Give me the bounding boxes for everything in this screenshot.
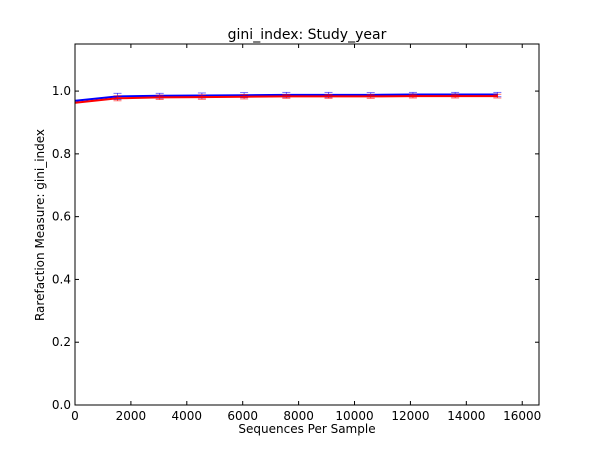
y-axis: 0.0 0.2 0.4 0.6 0.8 1.0 [52, 84, 539, 412]
x-tick-label: 16000 [503, 409, 541, 423]
y-tick-label: 1.0 [52, 84, 71, 98]
data-point [158, 96, 161, 99]
y-axis-label: Rarefaction Measure: gini_index [33, 129, 47, 321]
x-tick-label: 2000 [116, 409, 147, 423]
y-tick-label: 0.2 [52, 335, 71, 349]
data-point [369, 95, 372, 98]
x-tick-label: 0 [71, 409, 79, 423]
data-point [285, 95, 288, 98]
chart-title: gini_index: Study_year [228, 27, 387, 43]
y-tick-label: 0.4 [52, 272, 71, 286]
data-point [201, 96, 203, 98]
data-point [412, 95, 414, 97]
y-tick-label: 0.6 [52, 210, 71, 224]
y-tick-label: 0.8 [52, 147, 71, 161]
x-axis: 0 2000 4000 6000 8000 10000 12000 14000 16000 [71, 44, 541, 423]
x-axis-label: Sequences Per Sample [238, 422, 375, 436]
data-point [327, 95, 330, 98]
data-point [116, 97, 119, 100]
plot-frame [74, 43, 540, 406]
x-tick-label: 6000 [227, 409, 258, 423]
y-tick-label: 0.0 [52, 398, 71, 412]
series-1 [75, 93, 502, 104]
plot-area [75, 91, 502, 104]
x-tick-label: 4000 [172, 409, 203, 423]
x-tick-label: 10000 [335, 409, 373, 423]
data-point [496, 95, 499, 97]
data-point [243, 95, 245, 98]
data-point [454, 95, 456, 97]
x-tick-label: 8000 [283, 409, 314, 423]
x-tick-label: 12000 [391, 409, 429, 423]
x-tick-label: 14000 [447, 409, 485, 423]
